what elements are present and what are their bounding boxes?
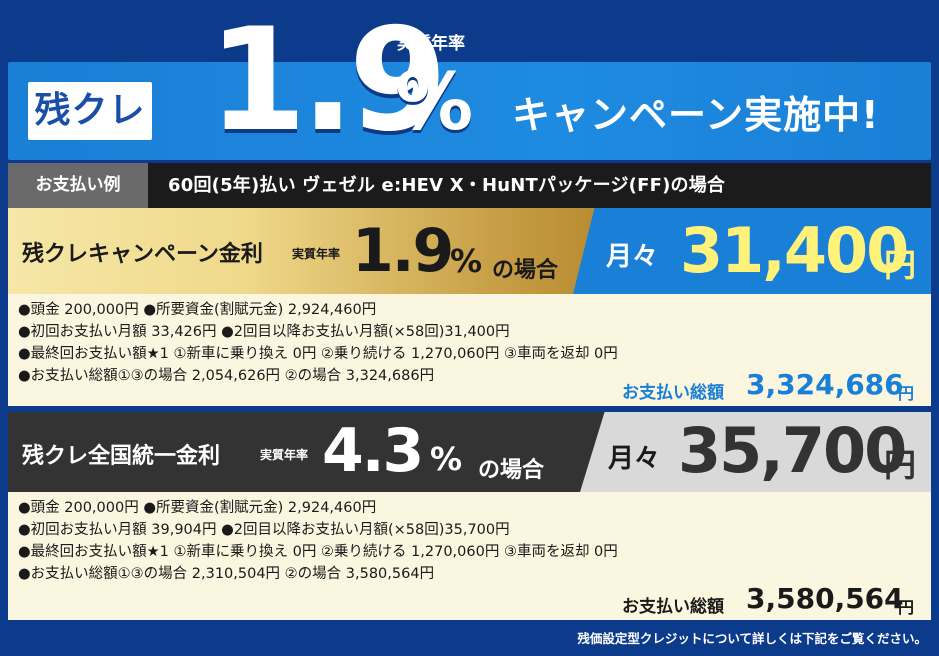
campaign-plan-price-box <box>573 208 931 294</box>
national-plan-title: 残クレ全国統一金利 <box>22 444 221 469</box>
example-row <box>8 163 931 208</box>
national-plan-total-amount: 3,580,564 <box>746 582 904 615</box>
campaign-plan-monthly-label: 月々 <box>606 242 659 272</box>
national-plan-detail-line: ●お支払い総額①③の場合 2,310,504円 ②の場合 3,580,564円 <box>18 566 435 582</box>
campaign-plan-rate-unit: % <box>450 242 483 280</box>
national-plan-rate-unit: % <box>430 440 463 478</box>
headline-rate-caption: 実質年率 <box>397 34 465 54</box>
campaign-plan-detail-line: ●初回お支払い月額 33,426円 ●2回目以降お支払い月額(×58回)31,4… <box>18 324 510 340</box>
campaign-plan-rate-caption: 実質年率 <box>292 247 341 261</box>
campaign-plan-monthly-amount: 31,400 <box>680 214 909 287</box>
national-plan-total-label: お支払い総額 <box>622 597 724 617</box>
zankure-badge: 残クレ <box>28 82 152 140</box>
campaign-plan-monthly-unit: 円 <box>884 246 917 284</box>
campaign-plan-detail-line: ●お支払い総額①③の場合 2,054,626円 ②の場合 3,324,686円 <box>18 368 435 384</box>
national-plan-detail-line: ●初回お支払い月額 39,904円 ●2回目以降お支払い月額(×58回)35,7… <box>18 522 510 538</box>
footer-note: 残価設定型クレジットについて詳しくは下記をご覧ください。 <box>577 631 927 646</box>
national-plan-case-suffix: の場合 <box>478 458 545 483</box>
campaign-plan-detail-line: ●最終回お支払い額★1 ①新車に乗り換え 0円 ②乗り続ける 1,270,060… <box>18 346 618 362</box>
national-plan-monthly-unit: 円 <box>884 446 917 484</box>
campaign-plan-total-amount: 3,324,686 <box>746 368 904 401</box>
national-plan-monthly-amount: 35,700 <box>678 414 907 487</box>
campaign-plan-detail-line: ●頭金 200,000円 ●所要資金(割賦元金) 2,924,460円 <box>18 302 377 318</box>
campaign-title: キャンペーン実施中! <box>512 93 880 137</box>
national-plan-total-unit: 円 <box>898 598 915 617</box>
national-plan-rate-caption: 実質年率 <box>260 448 309 462</box>
national-plan-rate: 4.3 <box>322 416 424 486</box>
national-plan-price-box <box>580 412 931 492</box>
national-plan-header <box>8 412 608 492</box>
campaign-plan-title: 残クレキャンペーン金利 <box>22 242 263 267</box>
national-plan-monthly-label: 月々 <box>608 444 661 474</box>
campaign-plan-header <box>8 208 598 294</box>
national-plan-details <box>8 492 931 620</box>
campaign-plan-details <box>8 294 931 406</box>
campaign-plan-total-label: お支払い総額 <box>622 383 724 403</box>
national-plan-detail-line: ●最終回お支払い額★1 ①新車に乗り換え 0円 ②乗り続ける 1,270,060… <box>18 544 618 560</box>
headline-rate: 1.9 <box>208 0 448 163</box>
campaign-plan-total-unit: 円 <box>898 384 915 403</box>
campaign-plan-rate: 1.9 <box>352 216 454 286</box>
campaign-plan-case-suffix: の場合 <box>492 258 559 283</box>
top-banner <box>8 62 931 160</box>
example-text: 60回(5年)払い ヴェゼル e:HEV X・HuNTパッケージ(FF)の場合 <box>168 175 726 196</box>
headline-rate-unit: % <box>395 58 474 148</box>
national-plan-detail-line: ●頭金 200,000円 ●所要資金(割賦元金) 2,924,460円 <box>18 500 377 516</box>
example-label: お支払い例 <box>8 163 148 208</box>
